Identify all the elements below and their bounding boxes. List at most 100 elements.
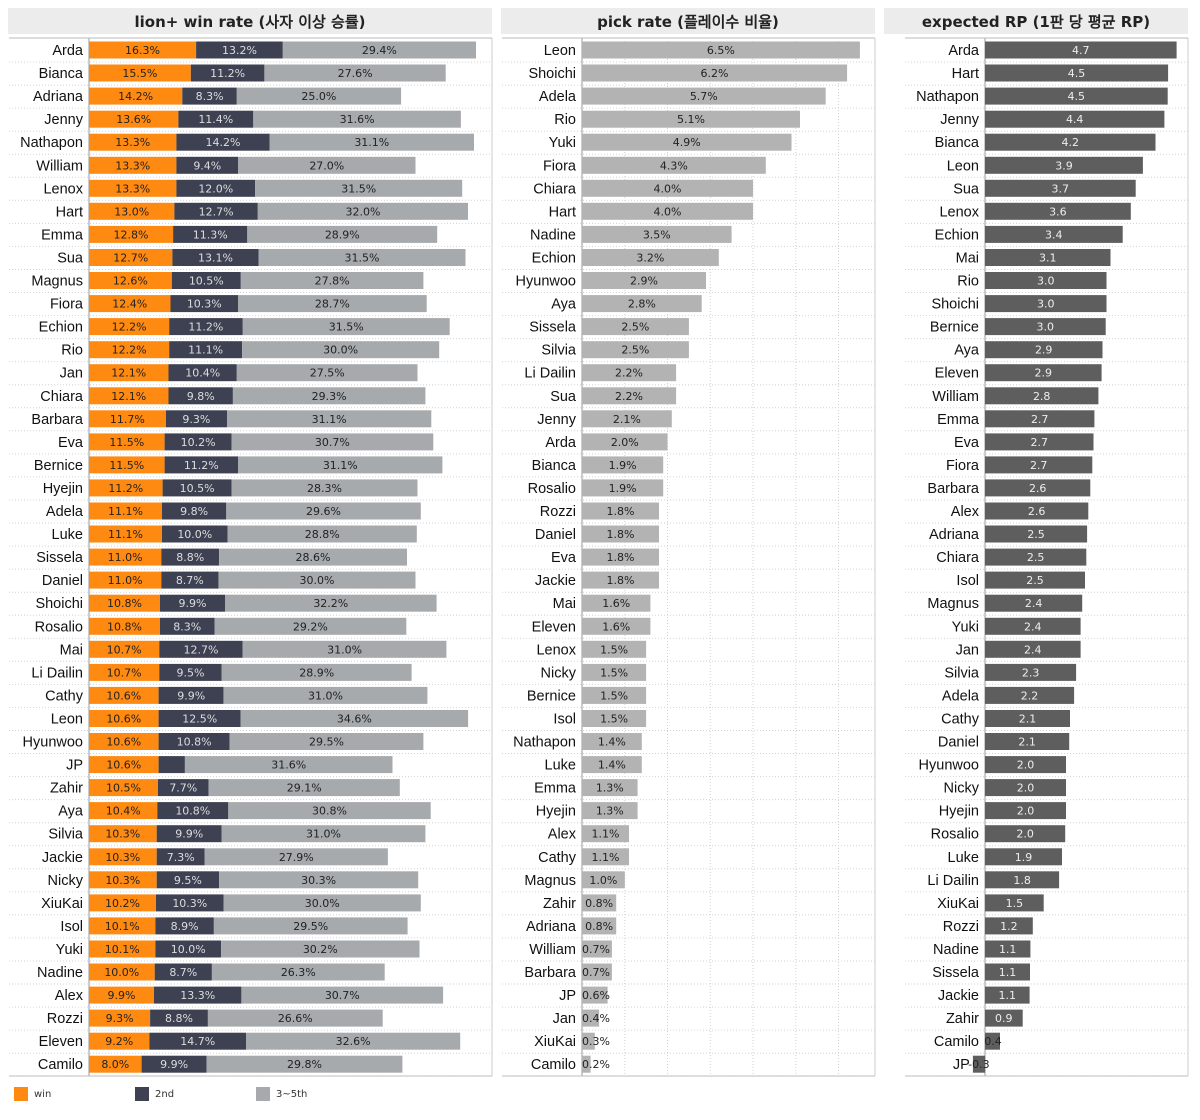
win-rate-bar-2nd-aya (157, 802, 229, 820)
win-rate-label-2nd-jackie: 7.3% (167, 851, 195, 864)
pick-rate-bar-bianca (582, 456, 664, 474)
win-rate-category-jackie: Jackie (42, 850, 83, 866)
win-rate-bar-win-luke (89, 525, 162, 543)
win-rate-bar-2nd-rio (169, 341, 243, 359)
win-rate-bar-2nd-li-dailin (159, 663, 222, 681)
win-rate-category-rozzi: Rozzi (47, 1011, 83, 1027)
win-rate-label-win-mai: 10.7% (107, 643, 142, 656)
win-rate-bar-win-alex (89, 986, 154, 1004)
expected-rp-bar-luke (985, 848, 1062, 866)
win-rate-label-win-fiora: 12.4% (112, 298, 147, 311)
win-rate-category-alex: Alex (55, 988, 84, 1004)
win-rate-label-3-5th-nathapon: 31.1% (354, 136, 389, 149)
pick-rate-bar-nicky (582, 663, 647, 681)
win-rate-label-3-5th-sua: 31.5% (345, 252, 380, 265)
win-rate-category-sissela: Sissela (36, 550, 84, 566)
win-rate-label-win-eleven: 9.2% (105, 1035, 133, 1048)
pick-rate-bar-jp (582, 986, 608, 1004)
expected-rp-bar-yuki (985, 617, 1081, 635)
expected-rp-bar-shoichi (985, 295, 1107, 313)
win-rate-label-win-shoichi: 10.8% (107, 597, 142, 610)
expected-rp-label-jenny: 4.4 (1066, 113, 1084, 126)
expected-rp-category-eva: Eva (954, 435, 980, 451)
expected-rp-label-adela: 2.2 (1021, 689, 1039, 702)
win-rate-category-chiara: Chiara (40, 389, 84, 405)
expected-rp-label-emma: 2.7 (1031, 413, 1049, 426)
pick-rate-label-jp: 0.6% (582, 989, 610, 1002)
expected-rp-category-camilo: Camilo (934, 1034, 979, 1050)
win-rate-bar-3-5th-jan (236, 364, 418, 382)
expected-rp-category-nadine: Nadine (933, 942, 979, 958)
expected-rp-label-li-dailin: 1.8 (1013, 874, 1031, 887)
win-rate-label-2nd-emma: 11.3% (193, 228, 228, 241)
win-rate-label-3-5th-li-dailin: 28.9% (299, 666, 334, 679)
win-rate-bar-win-silvia (89, 825, 157, 843)
expected-rp-bar-fiora (985, 456, 1093, 474)
win-rate-bar-3-5th-alex (241, 986, 444, 1004)
win-rate-bar-2nd-nicky (156, 871, 220, 889)
win-rate-category-shoichi: Shoichi (35, 596, 83, 612)
pick-rate-category-jackie: Jackie (535, 573, 576, 589)
expected-rp-bar-jp (972, 1055, 986, 1073)
pick-rate-label-william: 0.7% (582, 943, 610, 956)
pick-rate-label-luke: 1.4% (598, 759, 626, 772)
win-rate-bar-3-5th-arda (282, 41, 476, 59)
expected-rp-label-barbara: 2.6 (1029, 482, 1047, 495)
pick-rate-bar-magnus (582, 871, 625, 889)
win-rate-bar-win-lenox (89, 179, 177, 197)
win-rate-bar-win-rosalio (89, 617, 160, 635)
win-rate-bar-win-echion (89, 318, 170, 336)
win-rate-bar-win-chiara (89, 387, 169, 405)
win-rate-label-win-isol: 10.1% (105, 920, 140, 933)
expected-rp-label-bianca: 4.2 (1062, 136, 1080, 149)
pick-rate-category-daniel: Daniel (535, 527, 576, 543)
legend-label-3-5th: 3~5th (276, 1088, 308, 1100)
expected-rp-label-shoichi: 3.0 (1037, 298, 1055, 311)
expected-rp-bar-isol (985, 571, 1085, 589)
expected-rp-bar-daniel (985, 733, 1070, 750)
win-rate-bar-win-hart (89, 202, 175, 220)
expected-rp-category-zahir: Zahir (946, 1011, 979, 1027)
win-rate-bar-3-5th-xiukai (223, 894, 421, 912)
win-rate-label-win-rio: 12.2% (112, 344, 147, 357)
expected-rp-category-alex: Alex (951, 504, 980, 520)
pick-rate-label-daniel: 1.8% (607, 528, 635, 541)
win-rate-label-2nd-rozzi: 8.8% (165, 1012, 193, 1025)
pick-rate-bar-rio (582, 110, 800, 128)
win-rate-label-2nd-camilo: 9.9% (160, 1058, 188, 1071)
expected-rp-label-nathapon: 4.5 (1068, 90, 1086, 103)
win-rate-category-zahir: Zahir (50, 781, 83, 797)
win-rate-category-bianca: Bianca (39, 66, 84, 82)
win-rate-bar-3-5th-jenny (253, 110, 461, 128)
pick-rate-label-isol: 1.5% (600, 713, 628, 726)
win-rate-bar-win-fiora (89, 295, 171, 313)
expected-rp-category-nicky: Nicky (944, 781, 980, 797)
win-rate-category-nicky: Nicky (48, 873, 84, 889)
win-rate-bar-win-aya (89, 802, 158, 820)
win-rate-bar-3-5th-hart (257, 202, 468, 220)
expected-rp-bar-hyejin (985, 802, 1066, 820)
pick-rate-label-alex: 1.1% (592, 828, 620, 841)
expected-rp-bar-echion (985, 225, 1123, 243)
expected-rp-category-jenny: Jenny (940, 112, 979, 128)
win-rate-bar-2nd-emma (173, 225, 248, 243)
win-rate-category-echion: Echion (39, 320, 83, 336)
pick-rate-label-leon: 6.5% (707, 44, 735, 57)
win-rate-label-3-5th-camilo: 29.8% (287, 1058, 322, 1071)
pick-rate-label-hyejin: 1.3% (596, 805, 624, 818)
expected-rp-bar-jenny (985, 110, 1165, 128)
win-rate-bar-2nd-adela (161, 502, 227, 520)
expected-rp-label-lenox: 3.6 (1049, 205, 1067, 218)
win-rate-label-2nd-barbara: 9.3% (182, 413, 210, 426)
expected-rp-bar-cathy (985, 710, 1070, 727)
win-rate-bar-2nd-jan (168, 364, 237, 382)
pick-rate-bar-jackie (582, 571, 659, 589)
pick-rate-label-sua: 2.2% (615, 390, 643, 403)
win-rate-bar-3-5th-nathapon (269, 133, 474, 151)
expected-rp-label-zahir: 0.9 (995, 1012, 1013, 1025)
pick-rate-label-hyunwoo: 2.9% (630, 275, 658, 288)
expected-rp-bar-mai (985, 249, 1111, 266)
pick-rate-label-jan: 0.4% (582, 1012, 610, 1025)
expected-rp-category-nathapon: Nathapon (916, 89, 979, 105)
win-rate-label-2nd-rio: 11.1% (188, 344, 223, 357)
